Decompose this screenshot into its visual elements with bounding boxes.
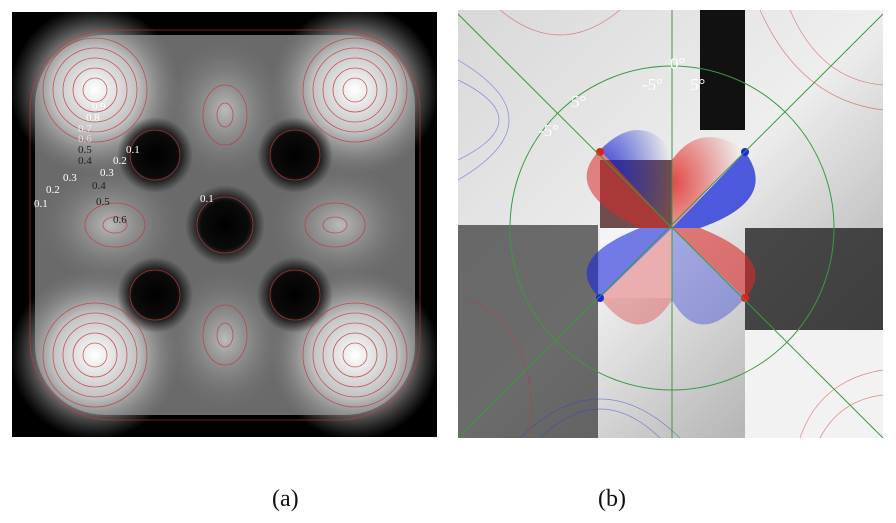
contour-label: 0.5 [78,144,92,156]
contour-lines [29,29,421,421]
contour-label: 0.2 [113,155,127,167]
angle-labels: 0° -5° 5° 5° -5° [538,54,705,140]
caption-b: (b) [598,486,626,512]
panel-b-phase-plot: 0° -5° 5° 5° -5° [458,10,883,438]
phase-lobes [586,130,756,325]
contour-label: 0.8 [86,112,100,124]
contour-label: 0.1 [34,198,48,210]
contour-label: 0.4 [92,180,106,192]
contour-label: 0.5 [96,196,110,208]
caption-a: (a) [272,486,299,512]
contour-label: 0.6 [113,214,127,226]
angle-label: -5° [642,75,663,94]
panel-a-density-plot: 0.9 0.8 0.7 0.6 0.5 0.4 0.1 0.2 0.3 0.4 … [12,12,437,437]
phase-contours [458,10,883,438]
contour-label: 0.3 [63,172,77,184]
contour-label: 0.1 [126,144,140,156]
angle-label: 0° [670,54,685,73]
contour-label: 0.7 [78,123,92,135]
contour-label: 0.9 [92,101,106,113]
contour-labels: 0.9 0.8 0.7 0.6 0.5 0.4 0.1 0.2 0.3 0.4 … [34,101,214,226]
contour-label: 0.3 [100,167,114,179]
contour-label: 0.4 [78,155,92,167]
angle-label: 5° [690,75,705,94]
angle-label: -5° [538,121,559,140]
contour-label: 0.6 [78,133,92,145]
contour-label: 0.2 [46,184,60,196]
contour-label: 0.1 [200,193,214,205]
guide-lines [458,10,883,438]
angle-label: 5° [571,92,586,111]
